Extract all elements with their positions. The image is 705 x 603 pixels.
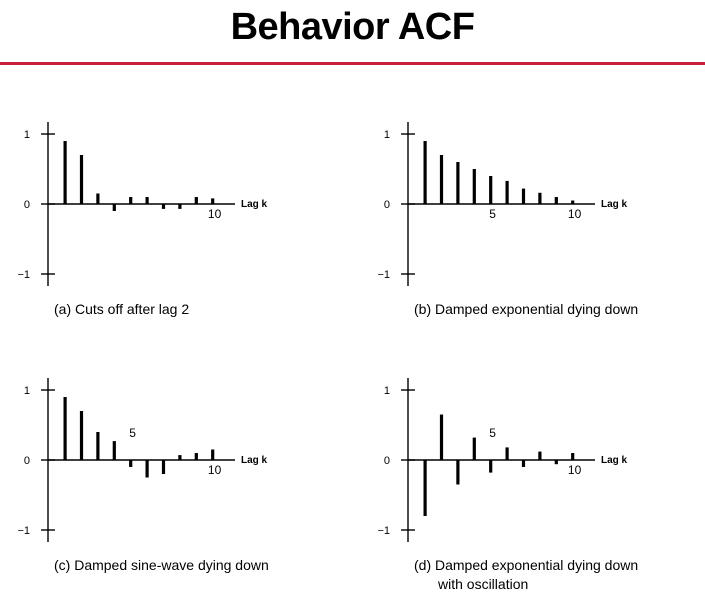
panel-b-bar bbox=[505, 180, 509, 204]
panel-b-bar bbox=[538, 192, 542, 204]
panel-c-x-axis-label: Lag k bbox=[241, 455, 268, 466]
panel-d-bar bbox=[505, 447, 509, 460]
panel-a-x-axis-label: Lag k bbox=[241, 199, 268, 210]
panel-b-bar bbox=[423, 141, 427, 204]
panel-d-bar bbox=[439, 414, 444, 460]
panel-c-bar bbox=[161, 460, 166, 474]
panel-d-bar bbox=[571, 453, 575, 460]
panel-d-y-tick-label: −1 bbox=[377, 525, 390, 537]
panel-b-bar bbox=[489, 176, 493, 204]
panel-a-caption: (a) Cuts off after lag 2 bbox=[54, 301, 189, 317]
panel-a-bar bbox=[161, 204, 166, 209]
panel-d-caption-line2: with oscillation bbox=[437, 576, 528, 592]
panel-a-bar bbox=[96, 193, 100, 204]
panel-d-x-tick-label: 10 bbox=[568, 463, 582, 477]
panel-a-x-tick-label: 10 bbox=[208, 207, 222, 221]
panel-c-bar bbox=[112, 441, 116, 460]
panel-c-bar bbox=[129, 460, 133, 467]
panel-c-bar bbox=[178, 455, 182, 460]
panel-c-bar bbox=[211, 449, 215, 460]
panel-d-bar bbox=[472, 437, 476, 460]
panel-a-bar bbox=[145, 197, 149, 204]
panel-c-caption: (c) Damped sine-wave dying down bbox=[54, 557, 269, 573]
panel-c-x-tick-label: 5 bbox=[129, 426, 136, 440]
panel-d-x-axis-label: Lag k bbox=[601, 455, 628, 466]
panel-c-bar bbox=[63, 397, 67, 460]
panel-c-y-tick-label: 0 bbox=[24, 455, 30, 467]
panel-d-bar bbox=[456, 460, 460, 485]
panel-b-x-axis-label: Lag k bbox=[601, 199, 628, 210]
panel-a-bar bbox=[79, 155, 84, 204]
panel-b-x-tick-label: 10 bbox=[568, 207, 582, 221]
panel-a-bar bbox=[211, 198, 215, 204]
panel-b-y-tick-label: 1 bbox=[384, 129, 390, 141]
panel-c-y-tick-label: 1 bbox=[24, 385, 30, 397]
panel-a-bar bbox=[63, 141, 67, 204]
panel-d-bar bbox=[489, 460, 493, 473]
panel-d-caption: (d) Damped exponential dying down bbox=[414, 557, 638, 573]
panel-d-y-tick-label: 0 bbox=[384, 455, 390, 467]
panel-b-bar bbox=[554, 197, 558, 204]
panel-b-y-tick-label: −1 bbox=[377, 269, 390, 281]
panel-b-bar bbox=[571, 200, 575, 204]
panel-b-bar bbox=[472, 169, 476, 204]
panel-c-bar bbox=[96, 432, 100, 460]
panel-a-bar bbox=[112, 204, 116, 211]
panel-d-bar bbox=[521, 460, 526, 467]
page-title: Behavior ACF bbox=[230, 6, 475, 48]
panel-b-bar bbox=[521, 188, 526, 204]
panel-b-y-tick-label: 0 bbox=[384, 199, 390, 211]
panel-b-caption: (b) Damped exponential dying down bbox=[414, 301, 638, 317]
panel-c-x-tick-label: 10 bbox=[208, 463, 222, 477]
title-rule bbox=[0, 62, 705, 65]
panel-a-y-tick-label: 0 bbox=[24, 199, 30, 211]
panel-d-bar bbox=[538, 451, 542, 460]
panel-b-bar bbox=[439, 155, 444, 204]
panel-c-y-tick-label: −1 bbox=[17, 525, 30, 537]
panel-c-bar bbox=[194, 453, 198, 460]
panel-c-bar bbox=[145, 460, 149, 478]
panel-d-x-tick-label: 5 bbox=[489, 426, 496, 440]
panel-a-bar bbox=[129, 197, 133, 204]
panel-a-bar bbox=[178, 204, 182, 209]
panel-a-bar bbox=[194, 197, 198, 204]
panel-d-y-tick-label: 1 bbox=[384, 385, 390, 397]
panel-a-y-tick-label: 1 bbox=[24, 129, 30, 141]
panel-d-bar bbox=[423, 460, 427, 516]
panel-c-bar bbox=[79, 411, 84, 460]
panel-b-x-tick-label: 5 bbox=[489, 207, 496, 221]
panel-a-y-tick-label: −1 bbox=[17, 269, 30, 281]
panel-b-bar bbox=[456, 162, 460, 204]
panel-d-bar bbox=[554, 460, 558, 465]
